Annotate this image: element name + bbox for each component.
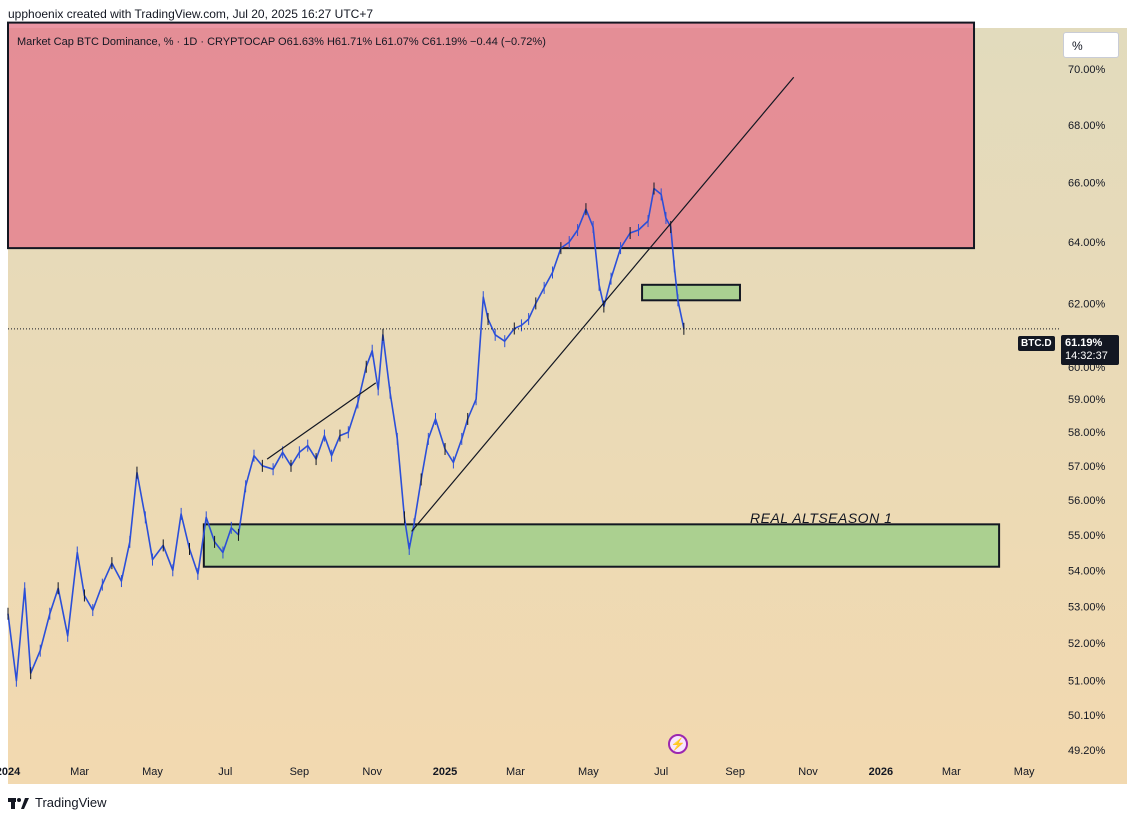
y-tick-label-7: 56.00% xyxy=(1068,495,1106,507)
x-tick-label-6: 2025 xyxy=(433,766,457,778)
footer-brand-label: TradingView xyxy=(35,795,107,810)
y-tick-label-12: 62.00% xyxy=(1068,298,1106,310)
altseason-annotation: REAL ALTSEASON 1 xyxy=(750,510,893,526)
y-tick-label-9: 58.00% xyxy=(1068,427,1106,439)
x-tick-label-0: 2024 xyxy=(0,766,21,778)
chart-legend: Market Cap BTC Dominance, % · 1D · CRYPT… xyxy=(17,36,546,48)
x-tick-label-5: Nov xyxy=(362,766,382,778)
scale-toggle-button[interactable]: % xyxy=(1063,32,1119,58)
y-tick-label-15: 68.00% xyxy=(1068,120,1106,132)
symbol-tag: BTC.D xyxy=(1018,336,1055,351)
flash-icon[interactable]: ⚡ xyxy=(668,734,688,754)
red-zone-0 xyxy=(7,21,976,250)
price-tag-countdown: 14:32:37 xyxy=(1065,350,1108,362)
x-tick-label-4: Sep xyxy=(290,766,310,778)
y-tick-label-3: 52.00% xyxy=(1068,638,1106,650)
y-tick-label-1: 50.10% xyxy=(1068,710,1106,722)
footer-brand[interactable]: TradingView xyxy=(8,795,107,810)
y-tick-label-13: 64.00% xyxy=(1068,237,1106,249)
x-tick-label-13: Mar xyxy=(942,766,961,778)
green-zone-2 xyxy=(641,283,741,302)
x-axis: 2024 Mar May Jul Sep Nov 2025 Mar May Jul Sep Nov 20… xyxy=(0,766,1035,778)
x-tick-label-10: Sep xyxy=(725,766,745,778)
green-zone-1 xyxy=(202,523,1001,568)
x-tick-label-3: Jul xyxy=(218,766,232,778)
series-layer xyxy=(7,182,1060,687)
x-tick-label-14: May xyxy=(1014,766,1035,778)
x-tick-label-1: Mar xyxy=(70,766,89,778)
chart-caption: upphoenix created with TradingView.com, … xyxy=(8,7,374,21)
y-tick-label-10: 59.00% xyxy=(1068,394,1106,406)
y-axis: 49.20% 50.10% 51.00% 52.00% 53.00% 54.00% 55.0… xyxy=(1068,64,1106,757)
price-tag-value: 61.19% xyxy=(1065,337,1103,349)
y-tick-label-8: 57.00% xyxy=(1068,461,1106,473)
y-tick-label-0: 49.20% xyxy=(1068,745,1106,757)
x-tick-label-9: Jul xyxy=(654,766,668,778)
price-axis-background xyxy=(1060,28,1127,758)
trendlines-layer xyxy=(266,76,795,532)
x-tick-label-8: May xyxy=(578,766,599,778)
price-series-line xyxy=(7,187,685,682)
y-tick-label-16: 70.00% xyxy=(1068,64,1106,76)
trendline-0 xyxy=(411,76,795,532)
x-tick-label-7: Mar xyxy=(506,766,525,778)
y-tick-label-6: 55.00% xyxy=(1068,530,1106,542)
y-tick-label-2: 51.00% xyxy=(1068,676,1106,688)
price-tag: 61.19% 14:32:37 xyxy=(1061,335,1119,365)
trendline-1 xyxy=(266,382,377,460)
x-tick-label-12: 2026 xyxy=(869,766,893,778)
x-tick-label-11: Nov xyxy=(798,766,818,778)
y-tick-label-5: 54.00% xyxy=(1068,565,1106,577)
y-tick-label-4: 53.00% xyxy=(1068,601,1106,613)
time-axis-background xyxy=(8,758,1127,784)
zones-layer xyxy=(7,21,1001,568)
y-tick-label-14: 66.00% xyxy=(1068,178,1106,190)
x-tick-label-2: May xyxy=(142,766,163,778)
tradingview-logo-icon xyxy=(8,797,29,809)
